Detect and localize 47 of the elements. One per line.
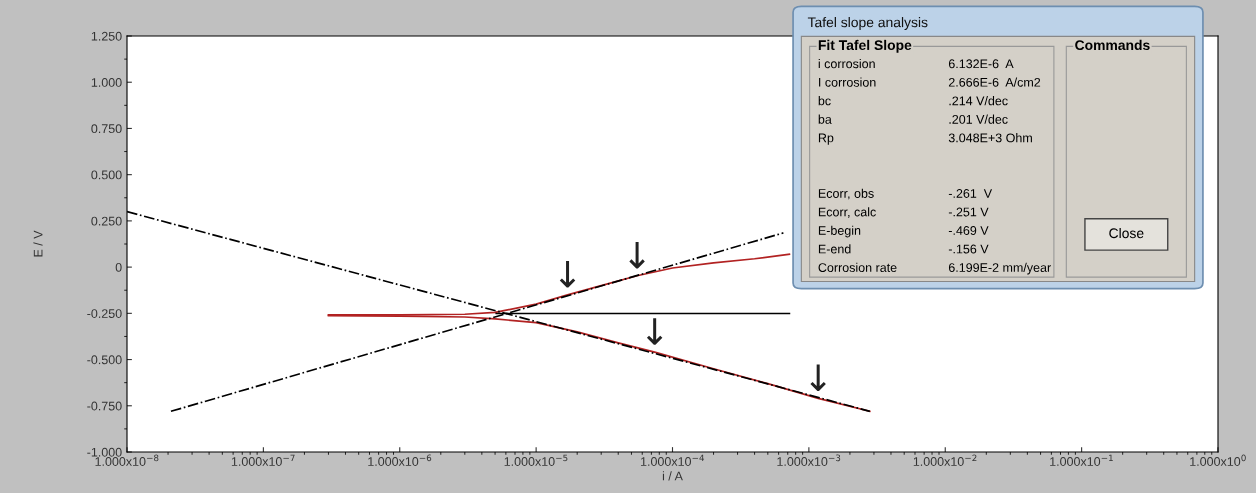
annotation: Commands	[1075, 39, 1150, 51]
y-tick-label: -0.750	[87, 401, 122, 411]
annotation: E-end	[818, 244, 851, 254]
y-tick-label: -0.250	[87, 309, 122, 318]
annotation: -.261 V	[948, 189, 993, 198]
x-tick-label: 1.000x10$^{−4}$	[641, 454, 705, 466]
annotation: ba	[818, 114, 832, 124]
annotation: Ecorr, calc	[818, 207, 876, 218]
annotation: 2.666E-6 A/cm2	[948, 77, 1041, 87]
annotation: Corrosion rate	[818, 262, 897, 272]
y-tick-label: 0	[115, 262, 122, 272]
x-tick-label: 1.000x10$^{−6}$	[368, 454, 432, 466]
annotation: 6.132E-6 A	[948, 59, 1014, 69]
annotation: ↓	[629, 241, 645, 269]
annotation: I corrosion	[819, 77, 876, 87]
x-tick-label: 1.000x10$^{0}$	[1190, 454, 1246, 466]
annotation: bc	[818, 96, 831, 106]
y-tick-label: 0.500	[91, 170, 122, 180]
annotation: -.251 V	[948, 207, 989, 217]
y-tick-label: -0.500	[87, 355, 122, 365]
annotation: ↓	[559, 261, 576, 288]
annotation: i corrosion	[818, 59, 875, 69]
annotation: Close	[1109, 227, 1144, 239]
annotation: Rp	[818, 133, 834, 145]
annotation: .201 V/dec	[949, 114, 1008, 124]
annotation: Ecorr, obs	[818, 188, 874, 200]
annotation: -.469 V	[948, 226, 989, 235]
y-axis-title: E / V	[33, 230, 43, 257]
x-tick-label: 1.000x10$^{−1}$	[1050, 454, 1113, 466]
annotation: 3.048E+3 Ohm	[948, 133, 1032, 143]
x-tick-label: 1.000x10$^{−3}$	[777, 454, 841, 466]
y-tick-label: 0.250	[91, 216, 122, 226]
annotation: Fit Tafel Slope	[818, 39, 912, 53]
x-axis-title: i / A	[662, 471, 683, 481]
x-tick-label: 1.000x10$^{−2}$	[913, 454, 977, 466]
y-tick-label: 1.000	[91, 78, 122, 87]
y-tick-label: 1.250	[91, 31, 122, 41]
annotation: .214 V/dec	[949, 96, 1008, 106]
annotation: E-begin	[818, 225, 861, 238]
annotation: 6.199E-2 mm/year	[948, 262, 1051, 275]
text: Tafel slope analysis	[807, 17, 928, 30]
annotation: -.156 V	[948, 244, 989, 254]
annotation: ↓	[646, 318, 663, 345]
y-tick-label: 0.750	[91, 124, 122, 134]
x-tick-label: 1.000x10$^{−5}$	[504, 454, 568, 466]
annotation: ↓	[810, 364, 826, 391]
x-tick-label: 1.000x10$^{−7}$	[231, 454, 295, 466]
